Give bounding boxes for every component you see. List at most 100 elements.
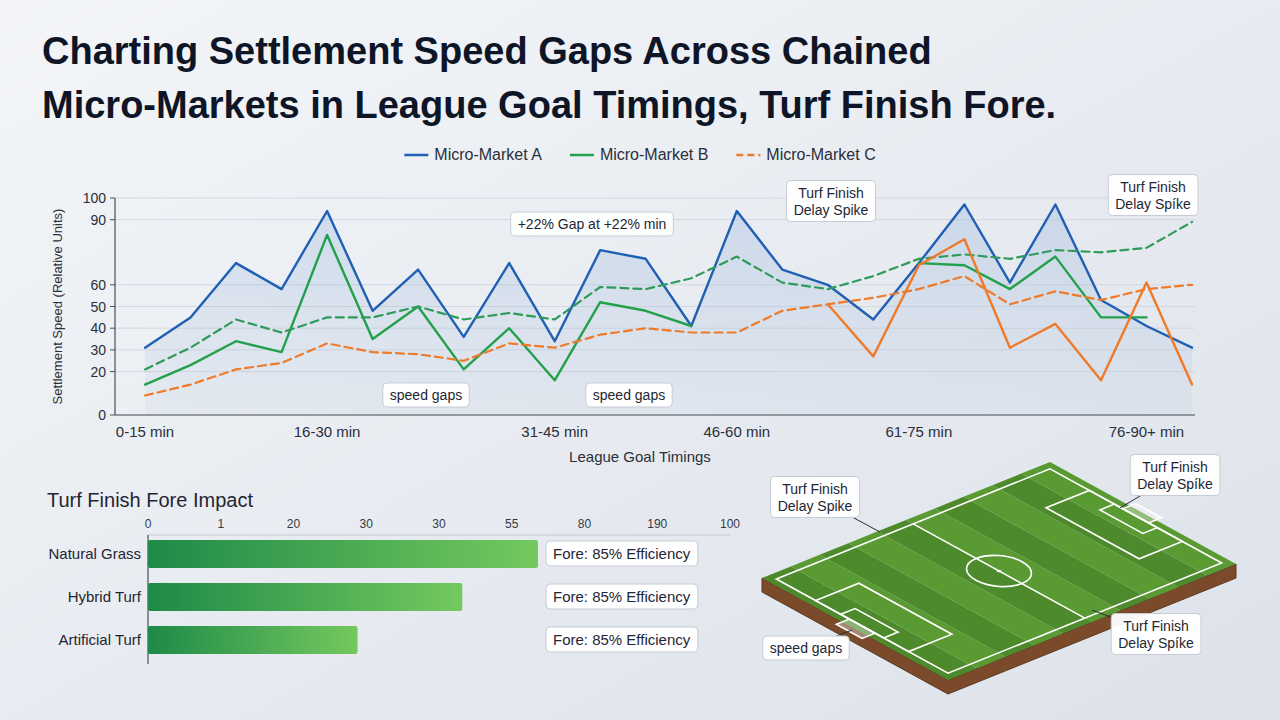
series-line — [828, 239, 1192, 384]
tick-mark — [110, 328, 115, 329]
pitch-label-text: Turf FinishDelay Spike — [778, 481, 853, 514]
bar — [148, 583, 462, 611]
y-tick-label: 0 — [98, 407, 106, 423]
label-box — [1130, 455, 1220, 496]
tick-mark — [110, 349, 115, 350]
scale-label: 100 — [720, 517, 740, 531]
tick-mark — [110, 219, 115, 220]
series-line — [145, 222, 1192, 370]
scale-label: 80 — [578, 517, 592, 531]
category-label: Natural Grass — [48, 545, 141, 562]
scale-label: 190 — [647, 517, 667, 531]
bar-marks — [148, 540, 538, 654]
center-spot — [995, 569, 1002, 572]
legend-swatch — [570, 154, 594, 157]
annotation: +22% Gap at +22% min — [511, 212, 674, 236]
text-line: Delay Spike — [794, 202, 869, 218]
legend-item: Micro-Market A — [404, 146, 542, 163]
text-line: speed gaps — [390, 387, 462, 403]
annotation: Turf FinishDelay Spíke — [1108, 175, 1198, 216]
chart-title: Charting Settlement Speed Gaps Across Ch… — [42, 30, 1056, 126]
tick-mark — [110, 306, 115, 307]
scale-label: 0 — [145, 517, 152, 531]
area-fill — [145, 205, 1192, 416]
text-line: Turf Finish — [1120, 179, 1186, 195]
background — [0, 0, 1280, 720]
panel-title: Turf Finish Fore Impact — [47, 489, 253, 511]
text-line: speed gaps — [593, 387, 665, 403]
bar-note-text: Fore: 85% Efficiency — [553, 545, 691, 562]
pitch-label: Turf FinishDelay Spíke — [1092, 610, 1201, 655]
text-line: Delay Spíke — [1115, 196, 1191, 212]
y-tick-label: 50 — [90, 299, 106, 315]
tick-mark — [110, 198, 115, 199]
grid-line — [115, 198, 1195, 199]
label-box — [586, 383, 672, 407]
legend-swatch — [404, 154, 428, 157]
pitch-line — [953, 549, 1045, 593]
legend-label: Micro-Market B — [600, 146, 708, 163]
label-box — [1108, 175, 1198, 216]
pitch-line — [1046, 490, 1182, 558]
annotation: Turf FinishDelay Spike — [787, 181, 876, 222]
x-tick-label: 46-60 min — [703, 423, 770, 440]
pitch-label: Turf FinishDelay Spike — [771, 477, 880, 533]
scale-label: 30 — [432, 517, 446, 531]
label-box — [1111, 614, 1201, 655]
pitch-label-text: speed gaps — [770, 640, 842, 656]
legend-swatch — [736, 154, 760, 157]
text-line: Delay Spike — [778, 498, 853, 514]
y-tick-label: 30 — [90, 342, 106, 358]
legend-item: Micro-Market C — [736, 146, 875, 163]
pitch-stripe — [1021, 462, 1236, 576]
bar — [148, 626, 358, 654]
pitch-label-text: Turf FinishDelay Spíke — [1137, 459, 1213, 492]
annotation: speed gaps — [586, 383, 672, 407]
y-tick-label: 40 — [90, 320, 106, 336]
canvas: Charting Settlement Speed Gaps Across Ch… — [0, 0, 1280, 720]
legend: Micro-Market A Micro-Market B Micro-Market… — [404, 146, 875, 163]
annotation-text: speed gaps — [593, 387, 665, 403]
x-tick-label: 61-75 min — [886, 423, 953, 440]
goal — [1123, 504, 1162, 523]
x-tick-label: 16-30 min — [294, 423, 361, 440]
x-axis-title: League Goal Timings — [569, 448, 711, 465]
bar-note: Fore: 85% Efficiency — [546, 584, 698, 609]
annotation-text: +22% Gap at +22% min — [518, 216, 667, 232]
text-line: Turf Finish — [1142, 459, 1208, 475]
text-line: speed gaps — [770, 640, 842, 656]
text-line: Turf Finish — [798, 185, 864, 201]
label-box — [771, 477, 860, 518]
tick-mark — [110, 415, 115, 416]
category-label: Artificial Turf — [58, 631, 141, 648]
text-line: Turf Finish — [1123, 618, 1189, 634]
y-tick-label: 60 — [90, 277, 106, 293]
text-line: Turf Finish — [782, 481, 848, 497]
label-box — [546, 541, 698, 566]
label-box — [787, 181, 876, 222]
pitch-label-text: Turf FinishDelay Spíke — [1118, 618, 1194, 651]
legend-item: Micro-Market B — [570, 146, 708, 163]
scale-label: 20 — [287, 517, 301, 531]
y-tick-label: 100 — [83, 190, 107, 206]
y-axis-title: Settlement Speed (Relative Units) — [50, 209, 65, 405]
pitch-line — [913, 524, 1085, 618]
pitch-label: Turf FinishDelay Spíke — [1120, 455, 1220, 509]
tick-mark — [110, 284, 115, 285]
scale-line — [148, 535, 730, 536]
bar-note: Fore: 85% Efficiency — [546, 541, 698, 566]
scale-label: 30 — [360, 517, 374, 531]
label-box — [763, 636, 849, 660]
text-line: Delay Spíke — [1137, 476, 1213, 492]
bar-note: Fore: 85% Efficiency — [546, 627, 698, 652]
goal — [836, 619, 875, 638]
label-box — [511, 212, 674, 236]
scale-label: 55 — [505, 517, 519, 531]
text-line: Charting Settlement Speed Gaps Across Ch… — [42, 30, 932, 72]
x-tick-label: 31-45 min — [521, 423, 588, 440]
text-line: Delay Spíke — [1118, 635, 1194, 651]
label-box — [546, 627, 698, 652]
text-line: +22% Gap at +22% min — [518, 216, 667, 232]
y-tick-label: 90 — [90, 212, 106, 228]
annotation-text: Turf FinishDelay Spíke — [1115, 179, 1191, 212]
